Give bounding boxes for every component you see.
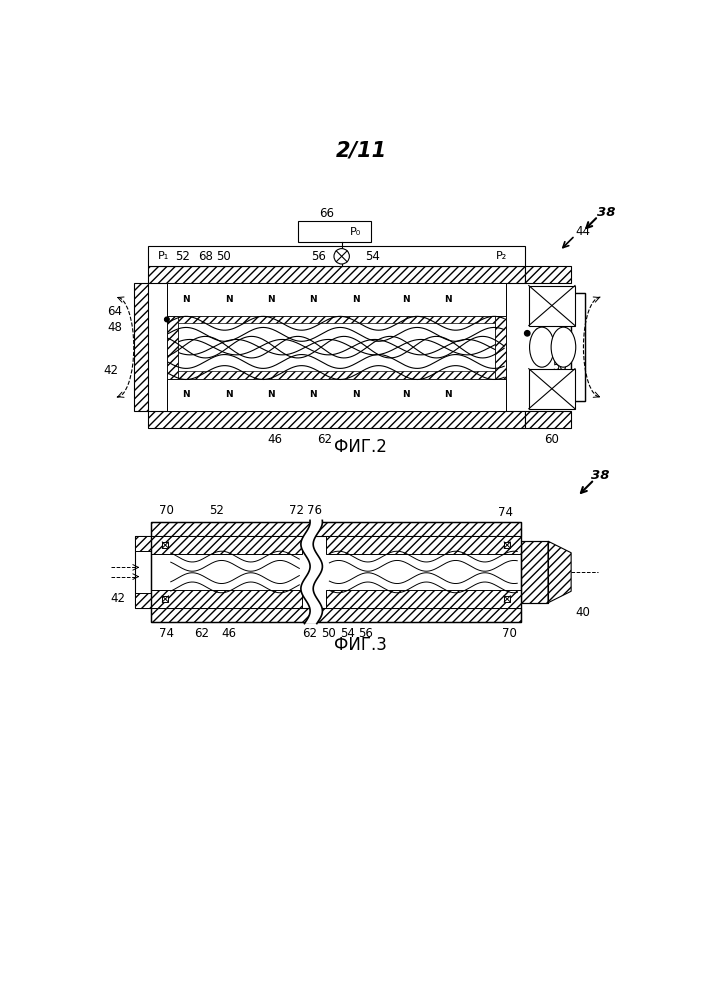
Text: 64: 64 [107,305,122,318]
Text: N: N [267,295,275,304]
Bar [135,536,152,608]
Circle shape [334,249,350,264]
Text: 46: 46 [221,627,236,640]
Text: N: N [267,390,275,399]
Text: 46: 46 [267,433,282,446]
Bar [167,316,505,379]
Bar [504,542,510,548]
Bar [152,522,521,622]
Text: N: N [183,390,190,399]
Bar [521,541,548,603]
Text: 54: 54 [365,250,380,263]
Bar [571,293,585,401]
Text: N: N [444,295,452,304]
Bar [154,554,302,590]
Text: 60: 60 [544,433,559,446]
Ellipse shape [551,327,576,367]
Text: 74: 74 [159,627,174,640]
Text: 62: 62 [194,627,209,640]
Text: N: N [183,295,190,304]
Text: 64: 64 [534,327,548,340]
Text: 62: 62 [317,433,332,446]
Text: 70: 70 [159,504,174,517]
Bar [178,371,495,379]
Bar [147,246,525,266]
Text: N: N [309,295,317,304]
Bar [134,283,147,411]
Bar [152,536,302,554]
Text: 50: 50 [321,627,336,640]
Bar [326,554,518,590]
Bar [167,316,178,379]
Text: N: N [352,390,360,399]
Bar [529,369,575,409]
Bar [152,590,302,608]
Text: 56: 56 [358,627,373,640]
Bar [152,608,521,622]
Text: P₂: P₂ [496,251,508,261]
Text: P₁: P₁ [157,251,168,261]
Bar [152,522,521,536]
Text: ФИГ.2: ФИГ.2 [334,438,387,456]
Bar [135,593,152,608]
Text: 52: 52 [175,250,190,263]
Text: 76: 76 [307,504,322,517]
Text: 44: 44 [575,225,590,238]
Ellipse shape [529,327,554,367]
Bar [529,286,575,326]
Text: 70: 70 [502,627,517,640]
Bar [495,316,505,379]
Text: 50: 50 [216,250,231,263]
Text: 48: 48 [107,321,122,334]
Bar [326,590,521,608]
Text: N: N [444,390,452,399]
Bar [298,221,371,242]
Text: N: N [225,390,233,399]
Polygon shape [301,520,322,624]
Text: 72: 72 [289,504,304,517]
Text: 42: 42 [110,592,125,605]
Text: 58: 58 [552,360,567,373]
Text: 54: 54 [341,627,355,640]
Text: 42: 42 [103,364,118,377]
Bar [521,541,548,603]
Bar [162,542,168,548]
Text: 66: 66 [319,207,333,220]
Polygon shape [548,541,571,603]
Text: N: N [352,295,360,304]
Bar [326,536,521,554]
Text: 40: 40 [575,606,590,619]
Text: 38: 38 [591,469,610,482]
Text: 38: 38 [596,206,615,219]
Text: 2/11: 2/11 [336,141,386,161]
Bar [167,283,505,316]
Bar [167,379,505,411]
Bar [178,316,495,323]
Text: ФИГ.3: ФИГ.3 [334,636,387,654]
Bar [167,379,505,411]
Bar [525,411,571,428]
Bar [135,536,152,551]
Bar [167,283,505,316]
Text: N: N [402,390,410,399]
Bar [162,596,168,602]
Text: 62: 62 [302,627,317,640]
Text: P₀: P₀ [350,227,361,237]
Text: 52: 52 [209,504,224,517]
Bar [571,293,585,401]
Bar [525,266,571,283]
Text: N: N [225,295,233,304]
Text: N: N [309,390,317,399]
Circle shape [525,331,530,336]
Circle shape [164,317,169,322]
Text: 74: 74 [498,506,513,519]
Text: 68: 68 [198,250,213,263]
Text: 56: 56 [311,250,326,263]
Bar [147,266,525,283]
Bar [147,411,525,428]
Bar [504,596,510,602]
Text: N: N [402,295,410,304]
